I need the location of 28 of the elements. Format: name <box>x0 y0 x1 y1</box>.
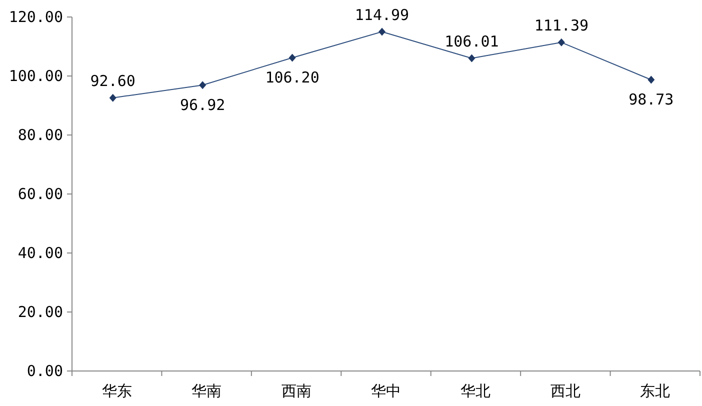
text: 114.99 <box>354 6 410 24</box>
text: 106.20 <box>265 68 320 87</box>
text: 98.73 <box>628 90 674 109</box>
point <box>288 54 296 62</box>
y-tick-label: 20.00 <box>18 303 63 321</box>
x-tick-label: 华南 <box>192 383 222 400</box>
x-tick-label: 华北 <box>460 383 491 400</box>
point <box>199 81 206 90</box>
y-tick-label: 40.00 <box>18 244 63 262</box>
point <box>109 94 116 102</box>
point <box>378 28 386 36</box>
x-tick-label: 西南 <box>281 383 312 400</box>
point <box>468 54 476 62</box>
text: 106.01 <box>444 32 499 50</box>
x-tick-label: 华中 <box>371 383 401 400</box>
text: 92.60 <box>90 72 136 90</box>
x-tick-label: 西北 <box>550 383 580 400</box>
y-tick-label: 80.00 <box>18 126 63 144</box>
point <box>558 38 565 46</box>
point <box>648 76 655 84</box>
y-tick-label: 0.00 <box>26 362 63 380</box>
x-tick-label: 华东 <box>102 383 132 400</box>
y-tick-label: 100.00 <box>8 67 63 85</box>
text: 96.92 <box>180 96 226 114</box>
y-tick-label: 120.00 <box>8 8 63 26</box>
y-tick-label: 60.00 <box>18 185 63 203</box>
x-tick-label: 东北 <box>640 383 670 400</box>
text: 111.39 <box>534 16 589 34</box>
